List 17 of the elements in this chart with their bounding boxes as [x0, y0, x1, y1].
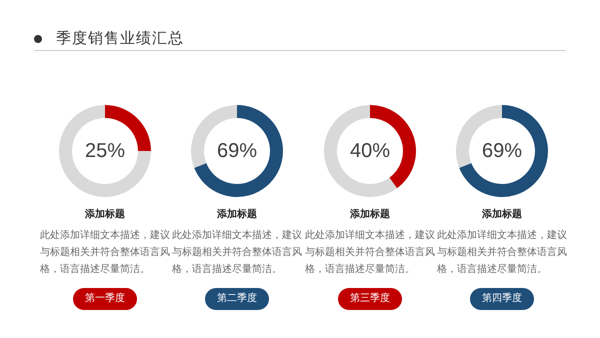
text: 第一季度: [73, 288, 137, 310]
text: 添加标题: [216, 208, 258, 221]
data-label: 69%: [216, 140, 258, 162]
data-label: 40%: [350, 140, 390, 162]
text: 第三季度: [338, 288, 402, 310]
text: 第二季度: [205, 288, 269, 310]
text: 此处添加详细文本描述，建议与标题相关并符合整体语言风格，语言描述尽量简洁。: [172, 228, 302, 277]
data-label: 69%: [482, 140, 522, 162]
text: 此处添加详细文本描述，建议与标题相关并符合整体语言风格，语言描述尽量简洁。: [40, 228, 170, 277]
text: 季度销售业绩汇总: [56, 28, 184, 48]
text: 添加标题: [84, 208, 126, 221]
data-label: 25%: [84, 140, 126, 162]
text: 添加标题: [349, 208, 391, 221]
text: 此处添加详细文本描述，建议与标题相关并符合整体语言风格，语言描述尽量简洁。: [437, 228, 567, 277]
text: 此处添加详细文本描述，建议与标题相关并符合整体语言风格，语言描述尽量简洁。: [305, 228, 435, 277]
text: 第四季度: [470, 288, 534, 310]
text: 添加标题: [481, 208, 523, 221]
